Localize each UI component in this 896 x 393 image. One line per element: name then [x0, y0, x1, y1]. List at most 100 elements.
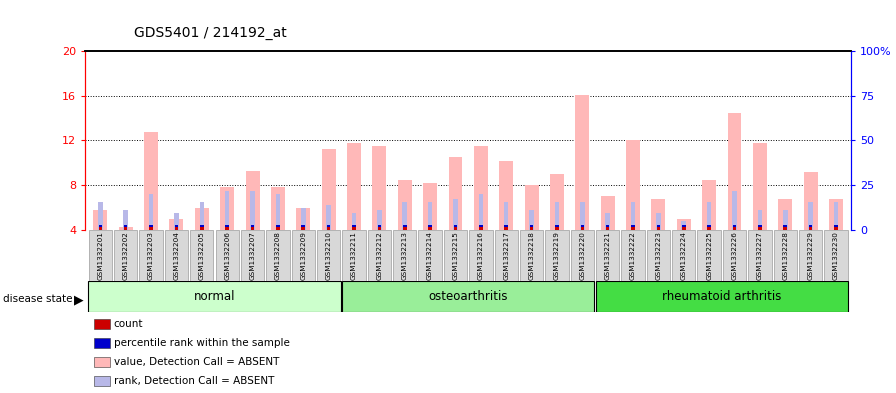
- Bar: [276, 194, 280, 230]
- Text: GSM1332221: GSM1332221: [605, 231, 611, 280]
- Text: GSM1332208: GSM1332208: [275, 231, 281, 280]
- Bar: [246, 171, 260, 230]
- Bar: [783, 225, 787, 228]
- Text: GSM1332230: GSM1332230: [833, 231, 839, 280]
- Bar: [606, 225, 609, 228]
- Bar: [478, 194, 483, 230]
- Bar: [402, 202, 407, 230]
- Text: osteoarthritis: osteoarthritis: [428, 290, 508, 303]
- Bar: [682, 225, 685, 228]
- Bar: [342, 230, 366, 281]
- Text: GSM1332212: GSM1332212: [376, 231, 383, 280]
- Bar: [834, 225, 838, 228]
- Bar: [682, 221, 686, 230]
- Bar: [225, 191, 229, 230]
- Bar: [297, 208, 310, 230]
- Bar: [144, 132, 158, 230]
- Text: GSM1332227: GSM1332227: [757, 231, 762, 280]
- Bar: [504, 202, 509, 230]
- Bar: [276, 225, 280, 228]
- Bar: [301, 208, 306, 230]
- Bar: [194, 208, 209, 230]
- Bar: [150, 225, 153, 228]
- Bar: [732, 191, 737, 230]
- Bar: [657, 225, 660, 228]
- Bar: [520, 230, 543, 281]
- Bar: [682, 228, 685, 230]
- Bar: [479, 228, 483, 230]
- Bar: [140, 230, 163, 281]
- Bar: [301, 228, 305, 230]
- Text: GSM1332219: GSM1332219: [554, 231, 560, 280]
- Bar: [524, 185, 538, 230]
- Bar: [621, 230, 645, 281]
- Bar: [804, 172, 817, 230]
- Bar: [632, 228, 635, 230]
- Bar: [504, 228, 508, 230]
- Bar: [427, 202, 433, 230]
- Bar: [824, 230, 848, 281]
- Bar: [596, 281, 849, 312]
- Bar: [702, 180, 716, 230]
- Bar: [530, 225, 533, 228]
- Bar: [251, 225, 254, 228]
- Bar: [124, 225, 127, 228]
- Bar: [809, 228, 813, 230]
- Bar: [799, 230, 823, 281]
- Bar: [626, 140, 640, 230]
- Bar: [169, 219, 184, 230]
- Text: GSM1332204: GSM1332204: [174, 231, 179, 280]
- Bar: [600, 196, 615, 230]
- Bar: [241, 230, 264, 281]
- Text: GSM1332228: GSM1332228: [782, 231, 788, 280]
- Bar: [114, 230, 137, 281]
- Bar: [444, 230, 467, 281]
- Bar: [479, 225, 483, 228]
- Bar: [758, 228, 762, 230]
- Bar: [733, 228, 737, 230]
- Bar: [556, 228, 559, 230]
- Text: disease state: disease state: [3, 294, 73, 305]
- Text: GSM1332210: GSM1332210: [325, 231, 332, 280]
- Bar: [88, 281, 340, 312]
- Text: GSM1332209: GSM1332209: [300, 231, 306, 280]
- Bar: [216, 230, 239, 281]
- Bar: [149, 194, 153, 230]
- Bar: [530, 228, 533, 230]
- Bar: [809, 225, 813, 228]
- Bar: [226, 225, 229, 228]
- Bar: [99, 228, 102, 230]
- Text: GSM1332207: GSM1332207: [250, 231, 255, 280]
- Bar: [556, 225, 559, 228]
- Bar: [150, 228, 153, 230]
- Text: GSM1332222: GSM1332222: [630, 231, 636, 280]
- Bar: [165, 230, 188, 281]
- Bar: [808, 202, 813, 230]
- Bar: [707, 225, 711, 228]
- Bar: [571, 230, 594, 281]
- Bar: [453, 198, 458, 230]
- Bar: [575, 95, 590, 230]
- Bar: [423, 183, 437, 230]
- Bar: [783, 210, 788, 230]
- Bar: [428, 228, 432, 230]
- Bar: [352, 213, 357, 230]
- Bar: [495, 230, 518, 281]
- Bar: [352, 225, 356, 228]
- Bar: [504, 225, 508, 228]
- Bar: [449, 157, 462, 230]
- Bar: [190, 230, 213, 281]
- Text: GSM1332211: GSM1332211: [351, 231, 357, 280]
- Text: rank, Detection Call = ABSENT: rank, Detection Call = ABSENT: [114, 376, 274, 386]
- Bar: [174, 213, 178, 230]
- Bar: [723, 230, 746, 281]
- Bar: [656, 213, 660, 230]
- Text: GSM1332229: GSM1332229: [807, 231, 814, 280]
- Bar: [200, 225, 203, 228]
- Bar: [200, 228, 203, 230]
- Bar: [631, 202, 635, 230]
- Bar: [773, 230, 797, 281]
- Bar: [834, 228, 838, 230]
- Bar: [753, 143, 767, 230]
- Bar: [580, 202, 584, 230]
